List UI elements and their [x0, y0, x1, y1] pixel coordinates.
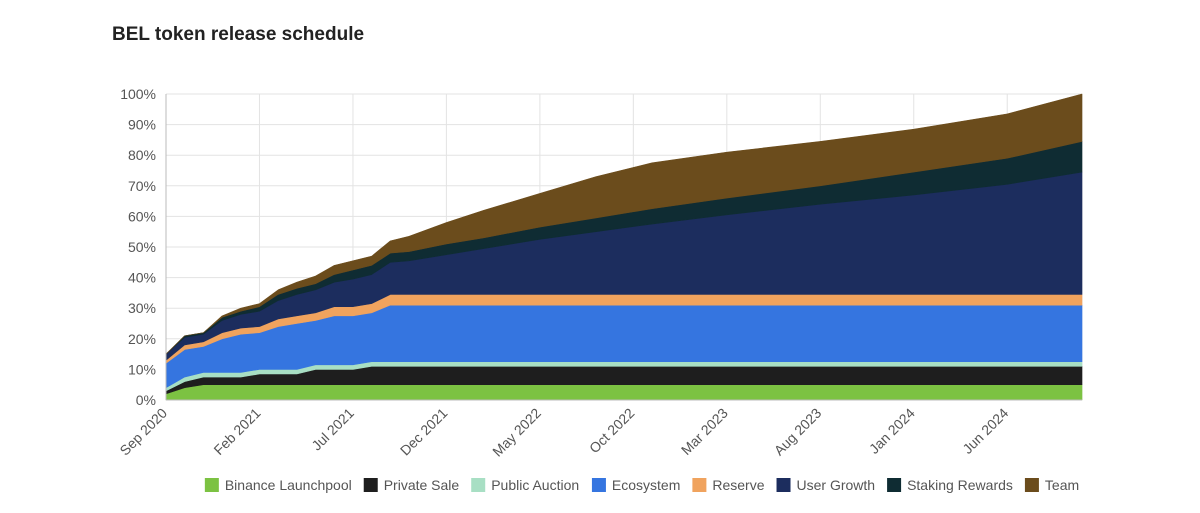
- y-tick-label: 100%: [120, 86, 156, 102]
- legend-label: Private Sale: [384, 477, 460, 493]
- legend-label: Public Auction: [491, 477, 579, 493]
- x-tick-label: Dec 2021: [397, 405, 451, 459]
- y-tick-label: 60%: [128, 208, 156, 224]
- legend-label: Team: [1045, 477, 1079, 493]
- y-tick-label: 70%: [128, 178, 156, 194]
- legend: Binance Launchpool Private Sale Public Auc…: [204, 477, 1079, 493]
- x-tick-label: Aug 2023: [771, 405, 825, 459]
- x-tick-label: Jun 2024: [959, 405, 1011, 457]
- series-area-binance-launchpool: [165, 384, 1083, 401]
- legend-swatch: [591, 478, 606, 492]
- legend-item-public-auction: Public Auction: [471, 477, 579, 493]
- legend-swatch: [776, 478, 791, 492]
- legend-item-reserve: Reserve: [692, 477, 765, 493]
- legend-item-staking-rewards: Staking Rewards: [887, 477, 1013, 493]
- series-area-team: [165, 93, 1083, 355]
- legend-item-private-sale: Private Sale: [363, 477, 460, 493]
- legend-item-user-growth: User Growth: [776, 477, 876, 493]
- x-tick-label: Feb 2021: [210, 405, 263, 458]
- legend-label: Binance Launchpool: [225, 477, 352, 493]
- legend-item-ecosystem: Ecosystem: [591, 477, 680, 493]
- legend-label: Ecosystem: [612, 477, 680, 493]
- legend-swatch: [471, 478, 486, 492]
- x-tick-label: Mar 2023: [678, 405, 731, 458]
- legend-item-binance-launchpool: Binance Launchpool: [204, 477, 352, 493]
- y-tick-label: 90%: [128, 117, 156, 133]
- legend-label: User Growth: [797, 477, 876, 493]
- y-tick-label: 20%: [128, 331, 156, 347]
- y-tick-label: 40%: [128, 270, 156, 286]
- legend-swatch: [1024, 478, 1039, 492]
- legend-label: Reserve: [712, 477, 764, 493]
- x-tick-label: Oct 2022: [586, 405, 638, 457]
- legend-swatch: [692, 478, 707, 492]
- stacked-areas: [165, 93, 1083, 401]
- legend-item-team: Team: [1024, 477, 1079, 493]
- y-tick-label: 10%: [128, 361, 156, 377]
- legend-label: Staking Rewards: [907, 477, 1013, 493]
- y-tick-label: 50%: [128, 239, 156, 255]
- x-tick-label: Jan 2024: [866, 405, 918, 457]
- legend-swatch: [887, 478, 902, 492]
- x-tick-label: May 2022: [489, 405, 544, 460]
- y-tick-label: 80%: [128, 147, 156, 163]
- legend-swatch: [363, 478, 378, 492]
- y-tick-label: 30%: [128, 300, 156, 316]
- x-tick-label: Jul 2021: [308, 405, 357, 454]
- legend-swatch: [204, 478, 219, 492]
- x-tick-label: Sep 2020: [116, 405, 170, 459]
- y-tick-label: 0%: [136, 392, 156, 408]
- chart-title: BEL token release schedule: [112, 24, 365, 45]
